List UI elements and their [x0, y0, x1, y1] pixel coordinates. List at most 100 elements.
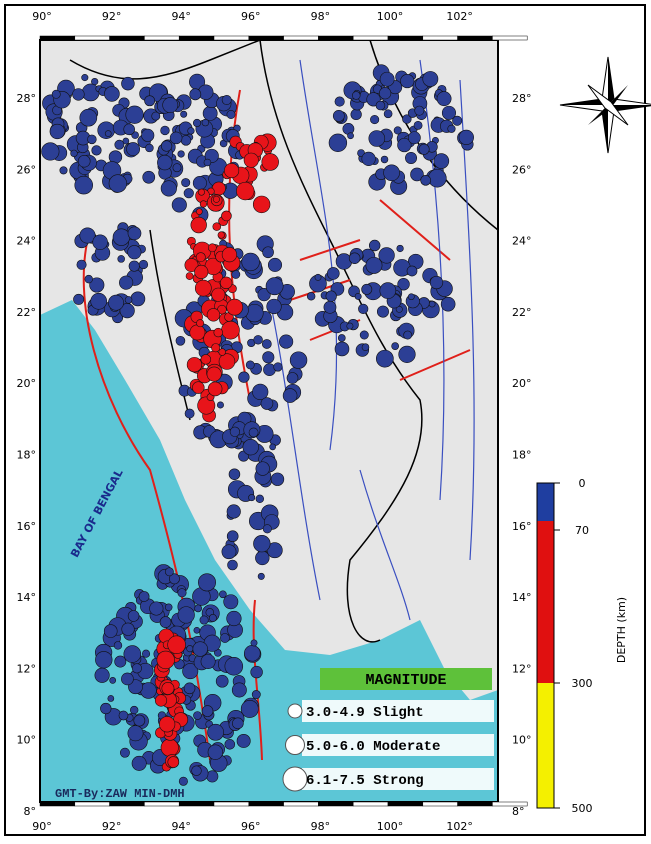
earthquake: [193, 627, 201, 634]
frame-tick: [248, 801, 284, 807]
earthquake: [127, 245, 142, 260]
earthquake: [267, 257, 283, 272]
frame-tick: [109, 801, 145, 807]
earthquake: [452, 115, 463, 126]
earthquake: [397, 278, 410, 291]
earthquake: [383, 164, 400, 182]
lon-label: 94°: [171, 820, 191, 833]
border: [69, 39, 423, 643]
earthquake: [347, 132, 354, 140]
earthquake: [177, 588, 187, 598]
lat-label: 24°: [512, 235, 532, 248]
earthquake: [375, 100, 386, 111]
earthquake: [241, 252, 260, 272]
earthquake: [114, 139, 125, 150]
earthquake: [227, 559, 238, 571]
earthquake: [253, 335, 263, 345]
earthquake: [245, 360, 255, 370]
earthquake: [255, 550, 270, 566]
earthquake: [332, 110, 345, 122]
earthquake: [418, 143, 430, 155]
earthquake: [187, 127, 195, 135]
earthquake: [201, 118, 210, 127]
earthquake: [226, 298, 244, 316]
earthquake: [207, 243, 217, 253]
earthquake: [73, 293, 85, 305]
earthquake: [95, 651, 113, 669]
earthquake: [131, 131, 139, 139]
earthquake: [121, 76, 135, 91]
earthquake: [77, 154, 91, 168]
earthquake: [334, 341, 350, 357]
lat-label: 22°: [17, 306, 37, 319]
earthquake: [192, 641, 208, 657]
earthquake: [144, 95, 156, 107]
earthquake: [269, 443, 276, 451]
depth-scale: 0 70 300 500: [554, 477, 593, 815]
earthquake: [223, 594, 239, 610]
legend-title: MAGNITUDE: [365, 672, 446, 689]
depth-label: 500: [572, 802, 593, 815]
earthquake: [380, 155, 389, 164]
earthquake: [375, 349, 394, 368]
earthquake: [396, 244, 404, 253]
frame-tick: [457, 801, 493, 807]
earthquake: [405, 151, 418, 164]
earthquake: [185, 272, 194, 280]
earthquake: [376, 305, 389, 318]
earthquake: [351, 91, 361, 100]
earthquake: [196, 319, 205, 328]
frame-tick: [213, 35, 250, 41]
earthquake: [200, 354, 212, 365]
earthquake: [361, 151, 376, 166]
earthquake: [250, 665, 263, 679]
earthquake: [379, 87, 392, 100]
frame-tick: [422, 801, 458, 807]
earthquake: [172, 163, 182, 173]
lon-label: 100°: [377, 820, 404, 833]
earthquake: [114, 655, 127, 668]
lat-label: 10°: [512, 734, 532, 747]
earthquake: [181, 178, 191, 188]
earthquake: [414, 105, 425, 116]
earthquake: [199, 615, 209, 625]
earthquake: [219, 590, 227, 599]
earthquake: [92, 234, 108, 250]
earthquake: [112, 228, 131, 246]
frame-tick: [178, 35, 215, 41]
earthquake: [383, 109, 393, 119]
earthquake: [361, 343, 370, 351]
earthquake: [119, 747, 130, 758]
earthquake: [436, 91, 452, 107]
earthquake: [191, 765, 202, 776]
frame-tick: [422, 35, 458, 41]
earthquake: [193, 711, 202, 720]
earthquake: [211, 181, 226, 196]
earthquake: [142, 649, 151, 658]
earthquake: [224, 163, 240, 179]
earthquake: [262, 524, 272, 534]
earthquake: [175, 335, 186, 346]
earthquake: [236, 181, 255, 201]
earthquake: [217, 231, 225, 239]
earthquake: [186, 645, 194, 653]
earthquake: [72, 88, 85, 101]
earthquake: [207, 723, 225, 741]
earthquake: [51, 89, 61, 99]
earthquake: [400, 73, 415, 89]
earthquake: [226, 610, 242, 627]
depth-title: DEPTH (km): [615, 597, 628, 663]
earthquake: [154, 694, 168, 707]
earthquake: [221, 95, 232, 105]
lat-label: 16°: [512, 520, 532, 533]
earthquake: [189, 88, 202, 101]
lat-label: 8°: [24, 805, 37, 818]
earthquake: [192, 118, 202, 128]
earthquake: [119, 303, 135, 319]
earthquakes: [41, 64, 474, 786]
earthquake: [211, 343, 221, 353]
frame-tick: [387, 35, 424, 41]
earthquake: [177, 150, 185, 158]
earthquake: [159, 616, 172, 628]
lat-label: 28°: [17, 92, 37, 105]
